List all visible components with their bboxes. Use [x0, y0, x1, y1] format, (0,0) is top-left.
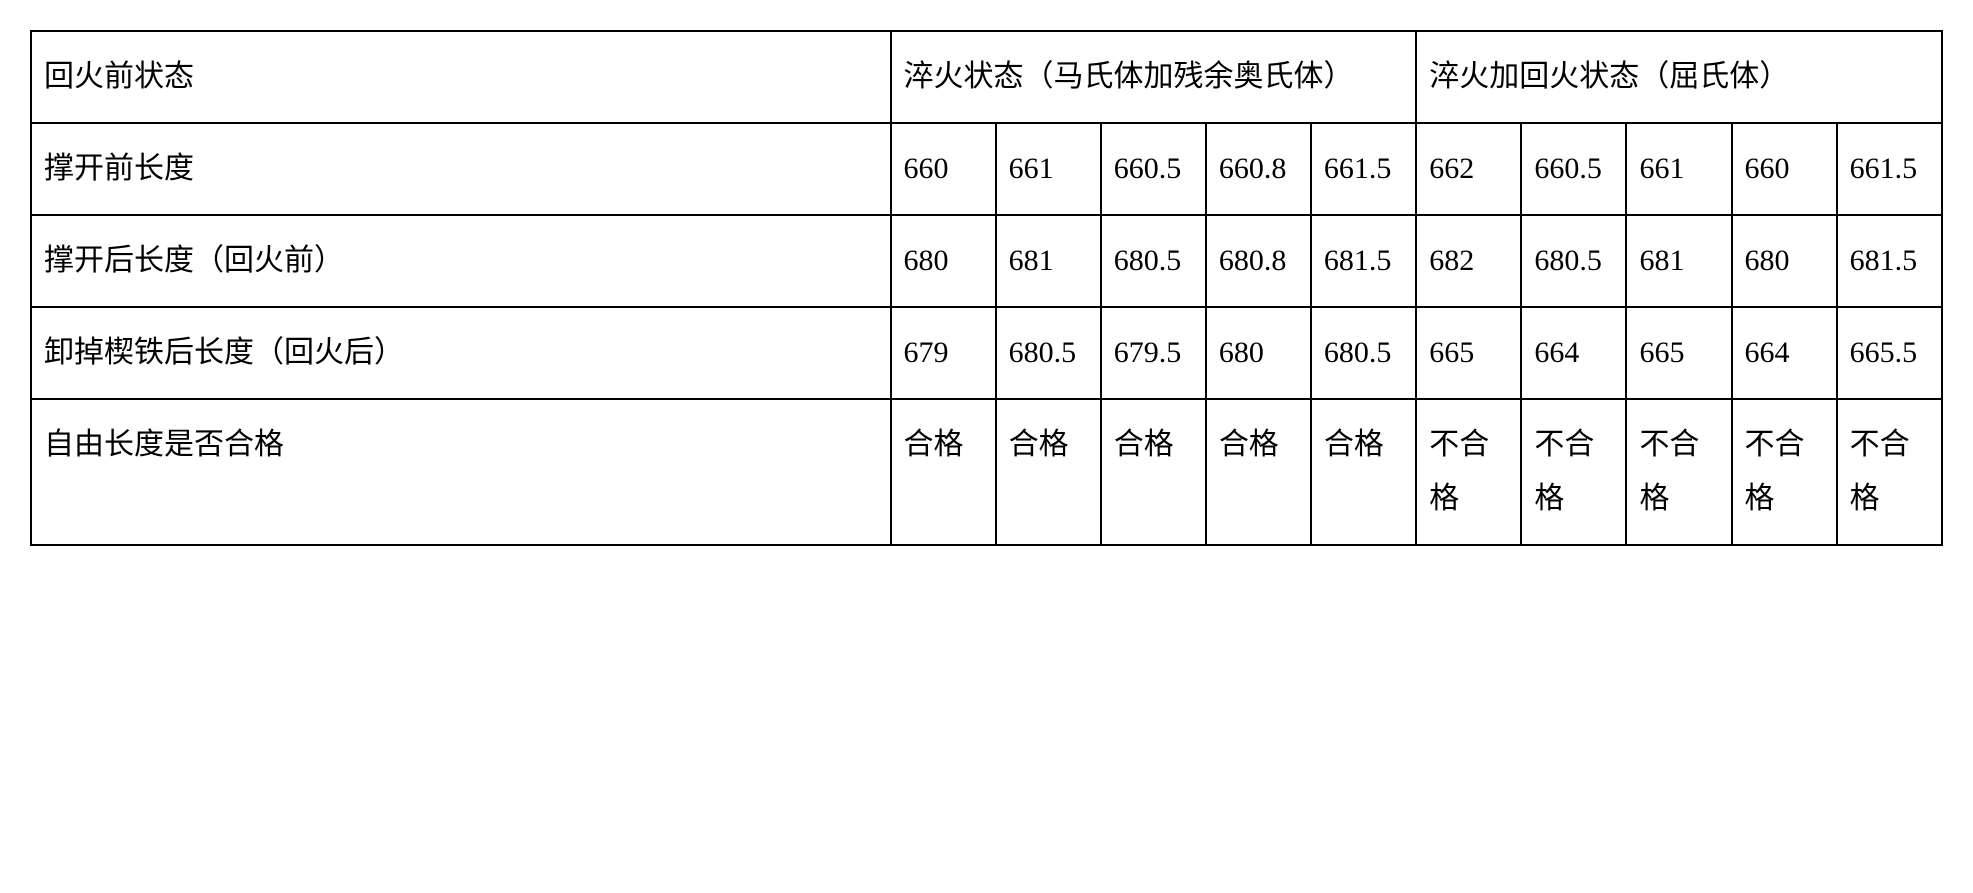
- data-cell: 660: [891, 123, 996, 215]
- data-cell: 665.5: [1837, 307, 1942, 399]
- row-label: 撑开前长度: [31, 123, 891, 215]
- data-cell: 661.5: [1311, 123, 1416, 215]
- data-cell: 661: [1626, 123, 1731, 215]
- data-cell: 665: [1626, 307, 1731, 399]
- header-group1: 淬火状态（马氏体加残余奥氏体）: [891, 31, 1417, 123]
- row-label: 卸掉楔铁后长度（回火后）: [31, 307, 891, 399]
- table-row: 卸掉楔铁后长度（回火后） 679 680.5 679.5 680 680.5 6…: [31, 307, 1942, 399]
- data-cell: 682: [1416, 215, 1521, 307]
- data-cell: 680.5: [1101, 215, 1206, 307]
- table-row: 自由长度是否合格 合格 合格 合格 合格 合格 不合格 不合格 不合格 不合格 …: [31, 399, 1942, 545]
- data-cell: 661: [996, 123, 1101, 215]
- data-cell: 679.5: [1101, 307, 1206, 399]
- row-label: 自由长度是否合格: [31, 399, 891, 545]
- data-cell: 680: [1732, 215, 1837, 307]
- header-group2: 淬火加回火状态（屈氏体）: [1416, 31, 1942, 123]
- data-cell: 合格: [996, 399, 1101, 545]
- data-cell: 681: [1626, 215, 1731, 307]
- data-cell: 合格: [1101, 399, 1206, 545]
- data-cell: 681.5: [1837, 215, 1942, 307]
- table-row: 撑开前长度 660 661 660.5 660.8 661.5 662 660.…: [31, 123, 1942, 215]
- header-row-label: 回火前状态: [31, 31, 891, 123]
- data-cell: 660.5: [1101, 123, 1206, 215]
- data-cell: 665: [1416, 307, 1521, 399]
- data-cell: 不合格: [1416, 399, 1521, 545]
- data-cell: 不合格: [1837, 399, 1942, 545]
- data-cell: 660.5: [1521, 123, 1626, 215]
- data-table: 回火前状态 淬火状态（马氏体加残余奥氏体） 淬火加回火状态（屈氏体） 撑开前长度…: [30, 30, 1943, 546]
- data-cell: 660.8: [1206, 123, 1311, 215]
- data-cell: 合格: [891, 399, 996, 545]
- data-cell: 680.8: [1206, 215, 1311, 307]
- data-cell: 不合格: [1626, 399, 1731, 545]
- data-cell: 680.5: [1521, 215, 1626, 307]
- data-cell: 681: [996, 215, 1101, 307]
- data-cell: 660: [1732, 123, 1837, 215]
- data-cell: 662: [1416, 123, 1521, 215]
- data-cell: 664: [1521, 307, 1626, 399]
- data-cell: 680.5: [1311, 307, 1416, 399]
- data-cell: 664: [1732, 307, 1837, 399]
- data-cell: 不合格: [1521, 399, 1626, 545]
- table-header-row: 回火前状态 淬火状态（马氏体加残余奥氏体） 淬火加回火状态（屈氏体）: [31, 31, 1942, 123]
- data-cell: 679: [891, 307, 996, 399]
- data-cell: 680: [1206, 307, 1311, 399]
- data-cell: 661.5: [1837, 123, 1942, 215]
- data-cell: 不合格: [1732, 399, 1837, 545]
- data-cell: 合格: [1206, 399, 1311, 545]
- table-row: 撑开后长度（回火前） 680 681 680.5 680.8 681.5 682…: [31, 215, 1942, 307]
- data-cell: 680: [891, 215, 996, 307]
- data-cell: 680.5: [996, 307, 1101, 399]
- data-cell: 合格: [1311, 399, 1416, 545]
- data-cell: 681.5: [1311, 215, 1416, 307]
- row-label: 撑开后长度（回火前）: [31, 215, 891, 307]
